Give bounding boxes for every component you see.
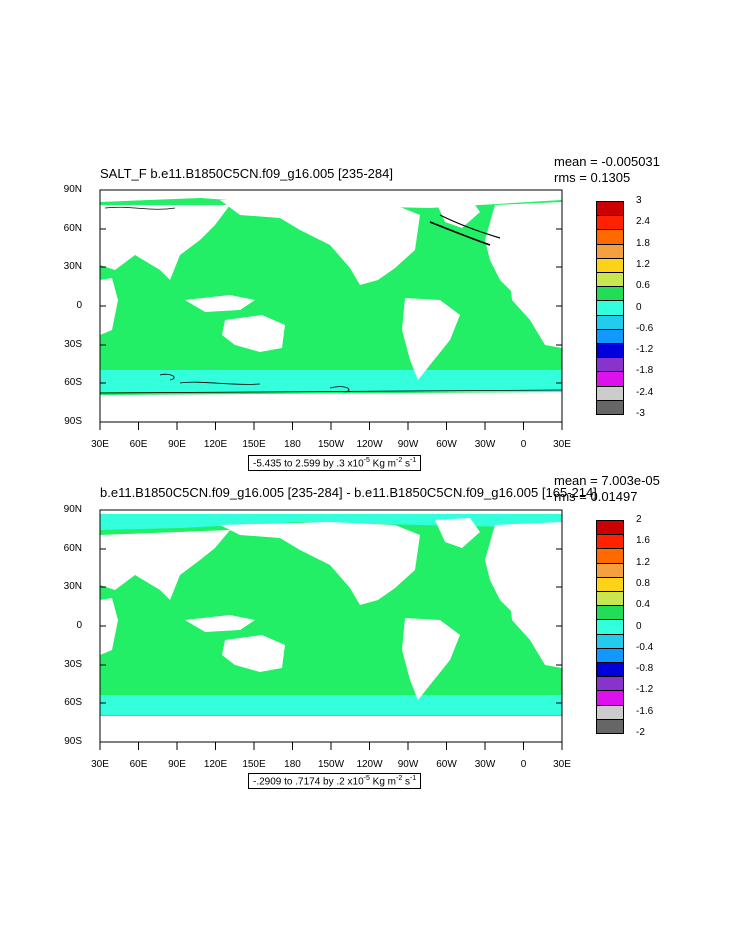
lon-label: 0	[520, 759, 527, 770]
legend-label: 1.8	[636, 237, 650, 249]
lat-ticks	[100, 189, 562, 423]
panel-title: b.e11.B1850C5CN.f09_g16.005 [235-284] - …	[100, 485, 597, 500]
lon-label: 60E	[129, 439, 148, 450]
lon-label: 120W	[356, 439, 383, 450]
lat-label: 30N	[63, 261, 82, 272]
lon-label: 150W	[317, 759, 345, 770]
legend-swatch	[596, 704, 624, 720]
lon-label: 120E	[203, 439, 228, 450]
lon-label: 30E	[553, 439, 571, 450]
legend-label: 1.2	[636, 258, 650, 270]
legend-label: -3	[636, 408, 645, 419]
legend-swatch	[596, 690, 624, 706]
lon-label: 30E	[91, 759, 109, 770]
legend-label: 1.6	[636, 535, 650, 547]
lon-label: 180	[284, 759, 301, 770]
lat-label: 30N	[63, 581, 82, 592]
world-map-top	[99, 189, 563, 430]
lat-label: 30S	[64, 659, 82, 670]
legend-label: -1.6	[636, 705, 654, 717]
legend-swatch	[596, 576, 624, 592]
legend-swatch	[596, 520, 624, 536]
map-frame	[99, 509, 563, 743]
lon-label: 30E	[91, 439, 109, 450]
lon-label: 30W	[474, 439, 496, 450]
legend-label: -1.2	[636, 344, 654, 356]
legend-swatch	[596, 534, 624, 550]
legend-swatch	[596, 633, 624, 649]
legend-swatch	[596, 718, 624, 734]
legend-label: 0.8	[636, 577, 650, 589]
legend-label: -0.4	[636, 641, 654, 653]
legend-swatch	[596, 676, 624, 692]
lon-label: 150E	[242, 759, 266, 770]
lat-label: 30S	[64, 339, 82, 350]
lon-label: 30E	[553, 759, 571, 770]
lon-ticks	[99, 742, 563, 750]
map-frame	[99, 189, 563, 423]
legend-label: -0.6	[636, 322, 654, 334]
legend-swatch	[596, 605, 624, 621]
lat-label: 60N	[63, 543, 82, 554]
legend-label: -2	[636, 727, 645, 738]
contour-range-label: -.2909 to .7174 by .2 x10-5 Kg m-2 s-1	[248, 773, 422, 790]
lon-label: 60E	[129, 759, 148, 770]
legend-label: 0.4	[636, 599, 650, 611]
legend-label: -2.4	[636, 386, 654, 398]
legend-swatch	[596, 619, 624, 635]
lon-ticks	[99, 422, 563, 430]
legend-swatch	[596, 647, 624, 663]
lon-label: 90E	[168, 439, 186, 450]
lat-ticks	[100, 548, 562, 704]
legend-label: -1.2	[636, 684, 654, 696]
lon-label: 0	[520, 439, 527, 450]
lat-label: 60S	[64, 697, 82, 708]
lon-label: 180	[284, 439, 301, 450]
lon-label: 120E	[203, 759, 228, 770]
legend-label: 3	[636, 195, 642, 206]
legend-swatch	[596, 591, 624, 607]
legend-label: -0.8	[636, 663, 654, 675]
lat-label: 60N	[63, 223, 82, 234]
lon-label: 60W	[436, 439, 457, 450]
lat-label: 90N	[63, 504, 82, 515]
lon-label: 90E	[168, 759, 186, 770]
mean-stat: mean = -0.005031	[554, 154, 660, 169]
lat-label: 90N	[63, 184, 82, 195]
legend-label: 0	[636, 301, 642, 313]
lat-label: 90S	[64, 736, 82, 747]
mean-stat: mean = 7.003e-05	[554, 473, 660, 488]
lon-label: 30W	[474, 759, 496, 770]
lat-label: 60S	[64, 377, 82, 388]
legend-label: 2	[636, 514, 642, 525]
rms-stat: rms = 0.1305	[554, 170, 631, 185]
lon-label: 120W	[356, 759, 383, 770]
lon-label: 150W	[317, 439, 345, 450]
lat-label: 90S	[64, 416, 82, 427]
legend-label: 1.2	[636, 556, 650, 568]
lon-label: 150E	[242, 439, 266, 450]
lon-label: 90W	[397, 759, 419, 770]
contour-range-label: -5.435 to 2.599 by .3 x10-5 Kg m-2 s-1	[248, 455, 422, 472]
rms-stat: rms = 0.01497	[554, 489, 638, 504]
legend-swatch	[596, 399, 624, 415]
lon-label: 60W	[436, 759, 457, 770]
lon-label: 90W	[397, 439, 419, 450]
lat-label: 0	[76, 620, 82, 631]
legend-label: -1.8	[636, 365, 654, 377]
panel-title: SALT_F b.e11.B1850C5CN.f09_g16.005 [235-…	[100, 166, 393, 181]
legend-label: 2.4	[636, 216, 650, 228]
lat-label: 0	[76, 300, 82, 311]
legend-label: 0	[636, 620, 642, 632]
legend-swatch	[596, 562, 624, 578]
legend-swatch	[596, 548, 624, 564]
legend-label: 0.6	[636, 280, 650, 292]
legend-swatch	[596, 662, 624, 678]
